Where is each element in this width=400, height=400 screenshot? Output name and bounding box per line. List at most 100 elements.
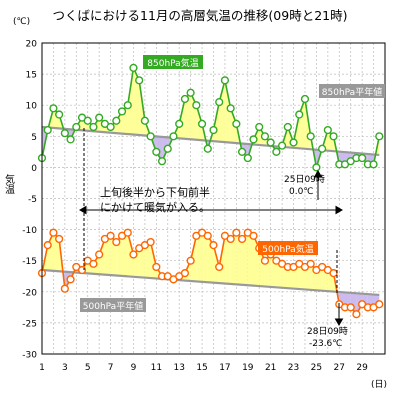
series-500-point [95, 250, 104, 259]
y-tick-label: -15 [22, 257, 37, 267]
series-850-point [117, 107, 127, 116]
anomaly-fill-500 [122, 232, 128, 277]
series-500-point [66, 275, 75, 284]
series-500-point [237, 234, 247, 244]
series-850-point [232, 119, 241, 128]
anomaly-fills [42, 67, 380, 315]
series-850-point [249, 135, 258, 144]
series-500-point [180, 269, 190, 278]
anomaly-fill-500 [236, 232, 243, 285]
x-tick-label: 3 [62, 363, 68, 373]
anomaly-fill-500 [230, 232, 237, 285]
series-500-point [203, 231, 212, 240]
series-850-point [272, 147, 281, 156]
series-850-line [41, 65, 381, 168]
y-tick-label: 15 [26, 71, 37, 81]
anomaly-fill-500 [196, 232, 203, 282]
anomaly-fill-500 [287, 266, 294, 289]
y-unit-label: (℃) [13, 17, 30, 27]
series-850-point [278, 141, 287, 150]
series-500-point [226, 234, 235, 244]
anomaly-fill-500 [242, 232, 248, 286]
series-500-point [106, 231, 115, 240]
series-850-point [323, 125, 332, 135]
series-850-point [243, 153, 252, 163]
label-850-bg [143, 55, 203, 69]
anomaly-fill-850 [127, 67, 134, 135]
series-850-point [295, 110, 304, 119]
x-tick-label: 7 [108, 363, 114, 373]
series-500-point [215, 262, 224, 272]
series-850-point [300, 94, 310, 104]
x-tick-label: 13 [173, 363, 184, 373]
series-850-point [203, 144, 212, 153]
anomaly-fill-850 [179, 98, 185, 139]
series-850-point [180, 94, 190, 104]
y-tick-label: 5 [31, 133, 37, 143]
label-500: 500hPa気温 [262, 243, 313, 255]
series-500-point [123, 228, 132, 237]
series-500-point [260, 256, 270, 265]
anomaly-fill-500 [247, 232, 254, 286]
temperature-series [37, 63, 384, 319]
note-28-arrow [334, 303, 344, 326]
series-500-point [249, 231, 258, 240]
series-850-point [112, 116, 121, 125]
y-tick-label: -30 [22, 351, 37, 361]
series-500-point [375, 300, 384, 309]
y-tick-label: -20 [22, 288, 37, 298]
series-850-point [169, 132, 178, 141]
chart-title: つくばにおける11月の高層気温の推移(09時と21時) [53, 8, 348, 23]
plot-frame [41, 42, 386, 355]
series-850-point [49, 104, 58, 113]
series-850-point [135, 76, 144, 85]
note-warm-line2: にかけて暖気が入る。 [100, 200, 210, 214]
series-850-point [318, 144, 327, 153]
series-850-point [192, 101, 201, 110]
note-28-line2: -23.6℃ [309, 339, 342, 349]
series-850-point [95, 113, 104, 122]
series-500-point [209, 241, 218, 250]
series-850-point [215, 97, 224, 107]
series-500-point [77, 265, 87, 275]
series-500-point [112, 237, 121, 247]
x-tick-label: 25 [311, 363, 322, 373]
y-tick-label: -5 [28, 195, 37, 205]
y-tick-label: 10 [26, 102, 38, 112]
series-850-point [89, 122, 98, 132]
series-500-point [89, 259, 98, 268]
x-tick-label: 21 [265, 363, 276, 373]
y-tick-label: -25 [22, 319, 37, 329]
series-500-point [306, 259, 315, 268]
anomaly-fill-850 [184, 92, 191, 140]
series-500-point [232, 228, 241, 237]
y-tick-label: 0 [31, 164, 37, 174]
note-25-line2: 0.0℃ [289, 187, 313, 197]
series-850-point [329, 132, 338, 141]
series-850-point [266, 138, 275, 147]
series-500-point [43, 241, 52, 250]
note-25-line1: 25日09時 [284, 174, 325, 185]
series-850-point [83, 116, 92, 125]
anomaly-fill-500 [139, 245, 145, 278]
series-500-point [346, 303, 355, 312]
series-850-point [255, 122, 264, 132]
series-850-point [66, 135, 75, 144]
anomaly-fill-850 [133, 67, 140, 136]
series-850-point [43, 125, 52, 135]
series-500-point [152, 262, 161, 272]
normal-line-500 [41, 268, 380, 297]
series-850-point [209, 125, 218, 135]
series-500-point [352, 310, 361, 319]
series-850-point [226, 104, 235, 113]
series-500-point [55, 234, 64, 244]
label-850-normal: 850hPa平年値 [322, 86, 382, 98]
series-850-point [146, 132, 155, 141]
anomaly-fill-500 [224, 235, 231, 284]
label-500-normal-bg [80, 298, 146, 312]
y-tick-label: 20 [26, 40, 38, 50]
series-850-point [60, 129, 69, 138]
series-850-point [283, 122, 292, 132]
series-850-point [186, 88, 195, 97]
